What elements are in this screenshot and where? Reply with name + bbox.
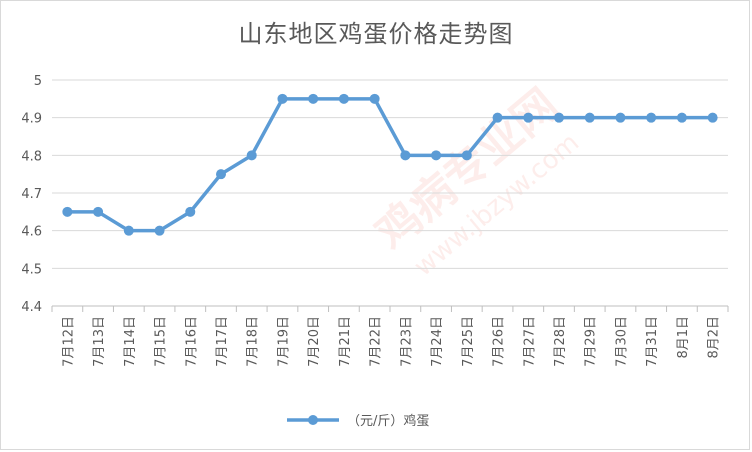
data-point (707, 112, 718, 123)
y-tick-label: 4.7 (21, 187, 42, 202)
x-tick-label: 7月26日 (492, 316, 507, 367)
data-point (62, 206, 73, 217)
series-line (67, 97, 713, 233)
data-point (554, 112, 564, 123)
y-tick-label: 4.8 (21, 149, 42, 164)
data-point (646, 112, 657, 123)
x-tick-label: 8月2日 (707, 316, 722, 359)
x-tick-label: 7月20日 (307, 316, 322, 367)
y-tick-label: 4.4 (21, 300, 42, 315)
x-tick-label: 7月23日 (399, 316, 414, 367)
data-point (369, 93, 380, 104)
x-tick-label: 7月27日 (522, 316, 537, 367)
data-point (216, 169, 226, 180)
data-point (308, 93, 319, 104)
x-tick-label: 7月16日 (184, 316, 199, 367)
data-point (277, 93, 288, 104)
data-point (123, 225, 134, 236)
legend-marker (308, 415, 318, 425)
legend: （元/斤）鸡蛋 (287, 413, 429, 429)
x-axis: 7月12日 7月13日 7月14日 7月15日 7月16日 7月17日 7月18日 7月19日… (51, 306, 729, 367)
data-point (431, 150, 442, 161)
grid-lines (52, 79, 728, 307)
y-tick-label: 4.5 (21, 262, 42, 277)
x-tick-label: 7月12日 (61, 316, 76, 367)
x-tick-label: 7月22日 (369, 316, 384, 367)
x-tick-label: 7月15日 (154, 316, 169, 367)
x-tick-label: 7月18日 (246, 316, 261, 367)
chart-title: 山东地区鸡蛋价格走势图 (238, 20, 514, 48)
data-point (185, 206, 196, 217)
data-point (676, 112, 687, 123)
y-axis-ticks: 4.4 4.5 4.6 4.7 4.8 4.9 5 (21, 74, 42, 315)
series-layer (62, 93, 718, 236)
x-tick-label: 7月24日 (430, 316, 445, 367)
x-tick-label: 7月30日 (614, 316, 629, 367)
data-point (615, 112, 626, 123)
x-tick-label: 7月19日 (276, 316, 291, 367)
data-point (154, 225, 165, 236)
x-tick-label: 7月21日 (338, 316, 353, 367)
x-tick-label: 7月25日 (461, 316, 476, 367)
y-tick-label: 5 (34, 74, 42, 89)
data-point (523, 112, 534, 123)
x-tick-label: 7月13日 (92, 316, 107, 367)
x-tick-label: 7月14日 (123, 316, 138, 367)
x-tick-label: 7月28日 (553, 316, 568, 367)
data-point (338, 93, 349, 104)
data-point (400, 150, 411, 161)
data-point (492, 112, 503, 123)
data-point (93, 206, 104, 217)
x-tick-label: 7月29日 (584, 316, 599, 367)
x-tick-label: 7月31日 (645, 316, 660, 367)
y-tick-label: 4.6 (21, 225, 42, 240)
data-point (584, 112, 595, 123)
x-tick-label: 8月1日 (676, 316, 691, 359)
x-tick-label: 7月17日 (215, 316, 230, 367)
legend-label: （元/斤）鸡蛋 (347, 413, 429, 429)
data-point (246, 150, 257, 161)
y-tick-label: 4.9 (21, 112, 42, 127)
data-point (461, 150, 472, 161)
